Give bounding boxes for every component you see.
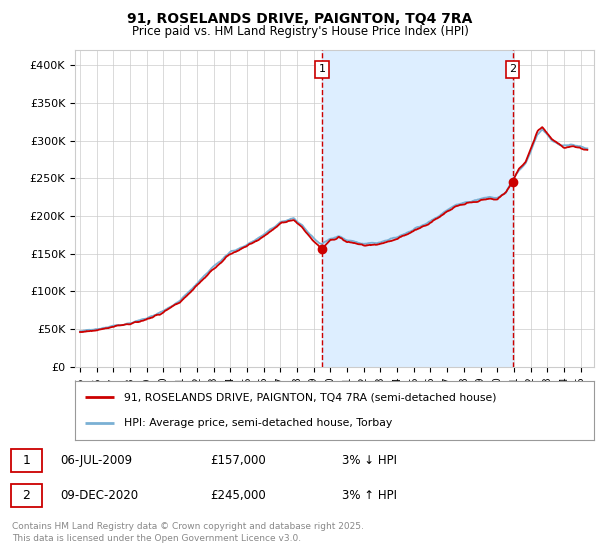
Text: Price paid vs. HM Land Registry's House Price Index (HPI): Price paid vs. HM Land Registry's House … — [131, 25, 469, 38]
Text: 3% ↑ HPI: 3% ↑ HPI — [342, 489, 397, 502]
Text: 09-DEC-2020: 09-DEC-2020 — [60, 489, 138, 502]
Bar — [322, 50, 512, 367]
Text: £157,000: £157,000 — [210, 454, 266, 467]
Text: 2: 2 — [22, 489, 31, 502]
Text: 91, ROSELANDS DRIVE, PAIGNTON, TQ4 7RA (semi-detached house): 91, ROSELANDS DRIVE, PAIGNTON, TQ4 7RA (… — [124, 392, 497, 402]
Text: 1: 1 — [22, 454, 31, 467]
Text: £245,000: £245,000 — [210, 489, 266, 502]
Text: Contains HM Land Registry data © Crown copyright and database right 2025.
This d: Contains HM Land Registry data © Crown c… — [12, 522, 364, 543]
Text: 06-JUL-2009: 06-JUL-2009 — [60, 454, 132, 467]
Text: 1: 1 — [319, 64, 325, 74]
Text: 91, ROSELANDS DRIVE, PAIGNTON, TQ4 7RA: 91, ROSELANDS DRIVE, PAIGNTON, TQ4 7RA — [127, 12, 473, 26]
Text: HPI: Average price, semi-detached house, Torbay: HPI: Average price, semi-detached house,… — [124, 418, 392, 428]
Text: 2: 2 — [509, 64, 516, 74]
Text: 3% ↓ HPI: 3% ↓ HPI — [342, 454, 397, 467]
